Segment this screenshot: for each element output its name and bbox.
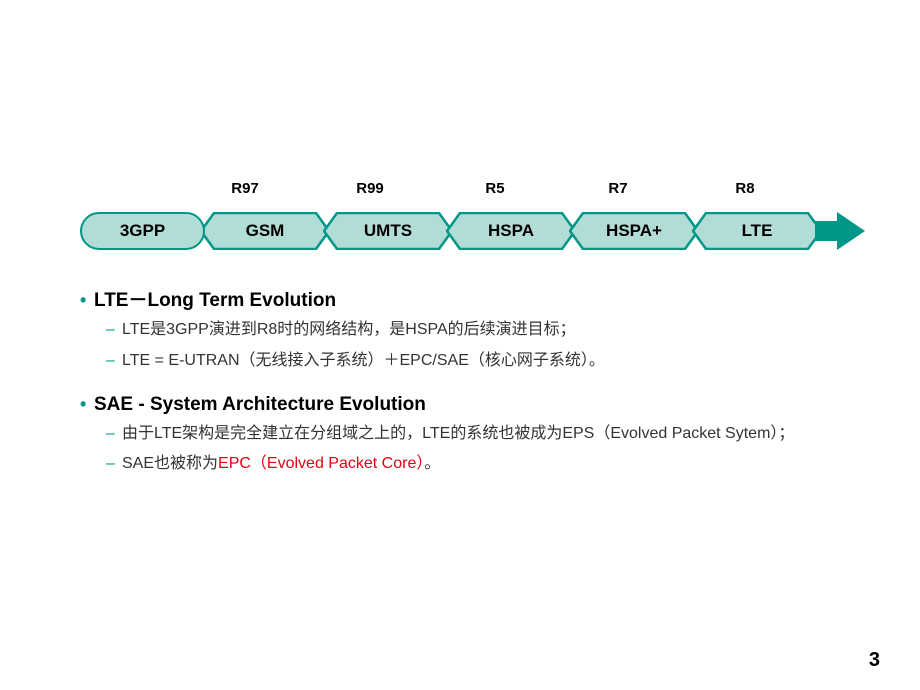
release-labels-row: R97 R99 R5 R7 R8 [80,180,860,208]
sub-text-red: EPC（Evolved Packet Core） [218,455,424,472]
sub-item: – LTE是3GPP演进到R8时的网络结构，是HSPA的后续演进目标； [106,318,840,343]
dash-icon: – [106,318,122,343]
section-heading-sae: • SAE - System Architecture Evolution [80,394,840,416]
sub-text: LTE是3GPP演进到R8时的网络结构，是HSPA的后续演进目标； [122,318,840,343]
page-number: 3 [869,649,880,672]
timeline-box-label: GSM [246,221,285,241]
section-heading-lte: • LTE－Long Term Evolution [80,285,840,312]
release-label: R99 [356,180,384,197]
release-label: R5 [485,180,504,197]
sub-text-suffix: 。 [424,455,440,472]
sub-item: – 由于LTE架构是完全建立在分组域之上的，LTE的系统也被成为EPS（Evol… [106,422,840,447]
sub-item: – SAE也被称为EPC（Evolved Packet Core）。 [106,452,840,477]
sub-text: 由于LTE架构是完全建立在分组域之上的，LTE的系统也被成为EPS（Evolve… [122,422,840,447]
sub-item: – LTE = E-UTRAN（无线接入子系统）＋EPC/SAE（核心网子系统）… [106,349,840,374]
dash-icon: – [106,422,122,447]
release-label: R8 [735,180,754,197]
timeline-box-gsm: GSM [200,212,330,250]
dash-icon: – [106,452,122,477]
timeline-box-label: HSPA [488,221,534,241]
sub-text-prefix: SAE也被称为 [122,455,218,472]
timeline-arrow-head [815,212,865,250]
sub-text: LTE = E-UTRAN（无线接入子系统）＋EPC/SAE（核心网子系统）。 [122,349,840,374]
timeline-box-hspa: HSPA [446,212,576,250]
dash-icon: – [106,349,122,374]
timeline-box-label: LTE [742,221,773,241]
timeline-start-label: 3GPP [120,221,165,241]
content-area: • LTE－Long Term Evolution – LTE是3GPP演进到R… [80,285,840,483]
timeline-box-label: UMTS [364,221,412,241]
release-label: R7 [608,180,627,197]
timeline-box-hspaplus: HSPA+ [569,212,699,250]
timeline-box-lte: LTE [692,212,822,250]
timeline-start-pill: 3GPP [80,212,205,250]
timeline: R97 R99 R5 R7 R8 3GPP GSM UMTS HSPA [80,180,860,250]
timeline-box-label: HSPA+ [606,221,662,241]
timeline-row: 3GPP GSM UMTS HSPA HSPA+ [80,212,860,250]
heading-text: LTE－Long Term Evolution [94,285,336,312]
sub-text: SAE也被称为EPC（Evolved Packet Core）。 [122,452,840,477]
arrow-icon [815,212,865,250]
heading-text: SAE - System Architecture Evolution [94,394,426,416]
timeline-box-umts: UMTS [323,212,453,250]
release-label: R97 [231,180,259,197]
bullet-dot-icon: • [80,291,94,309]
bullet-dot-icon: • [80,395,94,413]
